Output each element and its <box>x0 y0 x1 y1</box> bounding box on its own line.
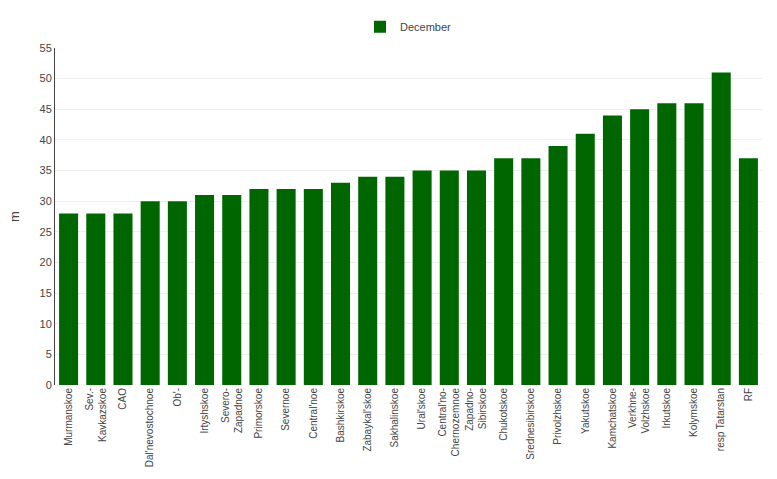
svg-text:40: 40 <box>40 134 52 146</box>
svg-text:Yakutskoe: Yakutskoe <box>580 388 591 434</box>
svg-text:Central'noe: Central'noe <box>308 388 319 439</box>
svg-text:5: 5 <box>46 348 52 360</box>
svg-text:CAO: CAO <box>117 388 128 410</box>
svg-text:30: 30 <box>40 195 52 207</box>
svg-text:Kamchatskoe: Kamchatskoe <box>607 388 618 449</box>
svg-text:Sakhalinskoe: Sakhalinskoe <box>389 388 400 448</box>
svg-text:15: 15 <box>40 287 52 299</box>
svg-text:Privolzhskoe: Privolzhskoe <box>552 388 563 445</box>
svg-text:Zabaykal'skoe: Zabaykal'skoe <box>362 388 373 452</box>
svg-text:Sev.-Kavkazskoe: Sev.-Kavkazskoe <box>84 388 108 442</box>
svg-text:Ural'skoe: Ural'skoe <box>416 388 427 430</box>
svg-text:Verkhne-Volzhskoe: Verkhne-Volzhskoe <box>627 388 651 434</box>
svg-text:45: 45 <box>40 103 52 115</box>
svg-text:Chukotskoe: Chukotskoe <box>498 388 509 441</box>
svg-text:Srednesibirskoe: Srednesibirskoe <box>525 388 536 460</box>
svg-text:20: 20 <box>40 256 52 268</box>
svg-text:0: 0 <box>46 379 52 391</box>
svg-text:December: December <box>400 21 451 33</box>
svg-text:Central'no-Chernozemnoe: Central'no-Chernozemnoe <box>437 388 461 457</box>
svg-text:Bashkirskoe: Bashkirskoe <box>335 388 346 443</box>
svg-text:55: 55 <box>40 42 52 54</box>
svg-text:Zapadno-Sibirskoe: Zapadno-Sibirskoe <box>464 388 488 431</box>
svg-text:Severnoe: Severnoe <box>280 388 291 431</box>
svg-text:Kolymskoe: Kolymskoe <box>688 388 699 437</box>
svg-text:RF: RF <box>743 388 754 401</box>
svg-text:Irtyshskoe: Irtyshskoe <box>199 388 210 434</box>
svg-text:10: 10 <box>40 318 52 330</box>
svg-text:Ob'-: Ob'- <box>172 388 183 407</box>
svg-text:Primorskoe: Primorskoe <box>253 388 264 439</box>
svg-text:Severo-Zapadnoe: Severo-Zapadnoe <box>220 388 244 433</box>
svg-text:Dal'nevostochnoe: Dal'nevostochnoe <box>144 388 155 468</box>
svg-text:Irkutskoe: Irkutskoe <box>661 388 672 429</box>
svg-text:Murmanskoe: Murmanskoe <box>63 388 74 446</box>
svg-text:50: 50 <box>40 72 52 84</box>
svg-text:m: m <box>7 211 22 222</box>
svg-text:25: 25 <box>40 226 52 238</box>
svg-text:35: 35 <box>40 164 52 176</box>
svg-text:resp Tatarstan: resp Tatarstan <box>715 388 726 451</box>
